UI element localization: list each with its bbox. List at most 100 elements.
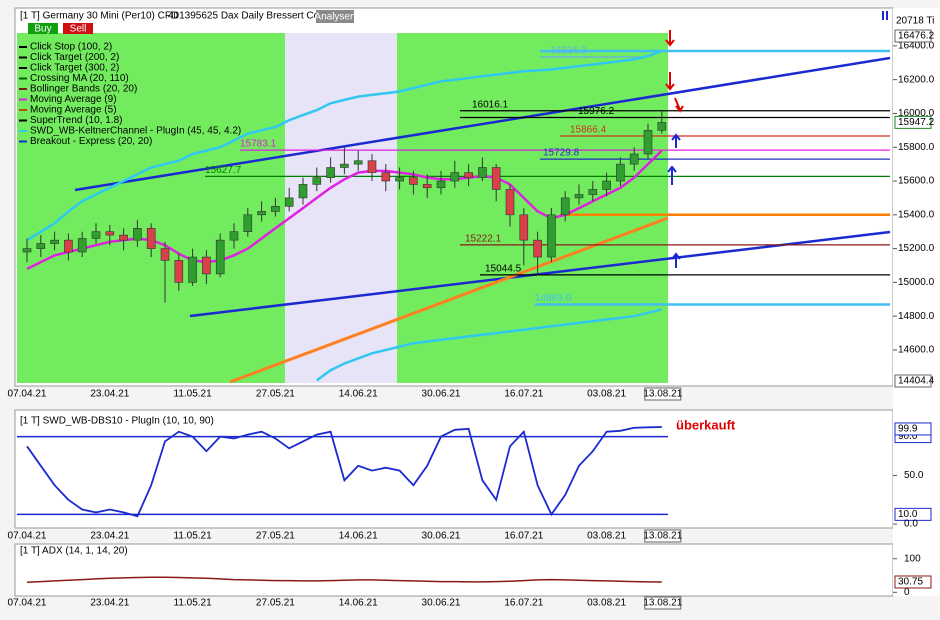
instrument: [1 T] Germany 30 Mini (Per10) CFD [20, 11, 178, 22]
candle-body [560, 197, 570, 216]
arrow [665, 72, 675, 91]
x-tick-label: 14.06.21 [339, 389, 378, 400]
level-label: 15866.4 [570, 125, 607, 136]
x-tick-label: 03.08.21 [587, 389, 626, 400]
trend-line [74, 56, 891, 192]
candle-body [657, 122, 667, 131]
candle-body [643, 130, 653, 155]
panel-title: [1 T] ADX (14, 1, 14, 20) [20, 546, 128, 557]
x-tick-label: 07.04.21 [8, 389, 47, 400]
arrow [671, 252, 681, 268]
x-tick-label: 11.05.21 [174, 598, 213, 609]
candle-body [215, 239, 225, 275]
y-tick-label: 15200.0 [898, 243, 935, 254]
chart-layer: 16334.3 16016.1 15976.2 15866.4 15783.1 15729… [8, 29, 935, 610]
buy-bg[interactable] [28, 23, 58, 34]
signal-arrows [665, 30, 684, 268]
level-label: 15627.7 [205, 165, 242, 176]
level-label: 16334.3 [550, 46, 587, 57]
x-tick-label: 13.08.21 [643, 389, 682, 400]
zone [17, 33, 285, 383]
value-box [894, 422, 932, 436]
value-box-label: 14404.4 [898, 376, 935, 387]
candle-body [547, 214, 556, 258]
candle-body [174, 260, 184, 283]
legend-entry: Click Target (300, 2) [30, 63, 119, 74]
date-box [644, 387, 682, 401]
value-box-label: 90.0 [898, 431, 918, 442]
y-tick-label: 16400.0 [898, 41, 935, 52]
y-tick-label: 14800.0 [898, 311, 935, 322]
x-tick-label: 23.04.21 [90, 389, 129, 400]
value-box-label: 10.0 [898, 509, 918, 520]
y-tick-label: 50.0 [904, 470, 924, 481]
y-tick-label: 0.0 [904, 519, 918, 530]
candle-body [298, 184, 308, 199]
x-tick-label: 27.05.21 [256, 389, 295, 400]
annotation: überkauft [676, 417, 736, 432]
sell-bg[interactable] [63, 23, 93, 34]
analysen-bg[interactable] [316, 10, 354, 23]
x-tick-label: 11.05.21 [174, 389, 213, 400]
candle-body [340, 163, 349, 168]
counter: 20718 Ti [896, 16, 934, 27]
level-label: 15976.2 [578, 106, 615, 117]
analysen-button[interactable]: Analysen [314, 12, 355, 23]
candle-body [422, 184, 432, 189]
candle-body [284, 197, 294, 207]
level-label: 15729.8 [543, 148, 580, 159]
candle-body [202, 256, 211, 275]
date-box [644, 529, 682, 543]
candle-body [519, 214, 529, 241]
strategy: 401395625 Dax Daily Bressert Cosmo [168, 11, 339, 22]
legend-entry: Breakout - Express (20, 20) [30, 136, 152, 147]
value-box [894, 29, 932, 43]
candle-body [50, 239, 59, 244]
toolbar-icon[interactable] [882, 11, 888, 20]
x-tick-label: 16.07.21 [504, 389, 543, 400]
candle-body [243, 214, 253, 233]
x-tick-label: 07.04.21 [8, 598, 47, 609]
y-tick-label: 16000.0 [898, 108, 935, 119]
candle-body [326, 167, 335, 178]
value-box-label: 99.9 [898, 424, 918, 435]
value-box-label: 15947.2 [898, 117, 935, 128]
candle-body [77, 238, 87, 253]
x-tick-label: 30.06.21 [422, 598, 461, 609]
indicator-line [26, 49, 663, 242]
level-label: 15783.1 [240, 139, 277, 150]
x-tick-label: 11.05.21 [174, 531, 213, 542]
candle-body [105, 231, 115, 236]
candle-body [436, 180, 446, 189]
candle-body [36, 243, 46, 249]
candle-body [257, 211, 266, 216]
arrow [667, 165, 677, 185]
level-label: 16016.1 [472, 99, 509, 110]
candle-body [409, 177, 418, 185]
x-tick-label: 16.07.21 [504, 598, 543, 609]
arrow [674, 97, 684, 113]
candle-body [160, 248, 170, 261]
candle-body [353, 160, 363, 165]
y-tick-label: 0 [904, 587, 910, 598]
candle-body [478, 167, 487, 178]
buy-button[interactable]: Buy [34, 24, 51, 35]
value-box-label: 16476.2 [898, 31, 935, 42]
candle-body [533, 239, 542, 258]
candle-body [629, 153, 639, 165]
x-tick-label: 13.08.21 [643, 531, 682, 542]
y-tick-label: 15800.0 [898, 142, 935, 153]
indicator-line [26, 576, 662, 583]
candle-body [271, 206, 280, 212]
legend-entry: SuperTrend (10, 1.8) [30, 115, 122, 126]
candle-body [367, 160, 377, 173]
candle-body [312, 177, 322, 185]
legend-entry: Bollinger Bands (20, 20) [30, 84, 137, 95]
arrow [665, 30, 675, 47]
sell-button[interactable]: Sell [70, 24, 87, 35]
value-box [894, 374, 932, 388]
candle-body [491, 167, 501, 190]
x-tick-label: 14.06.21 [339, 531, 378, 542]
indicator-line [316, 308, 663, 382]
